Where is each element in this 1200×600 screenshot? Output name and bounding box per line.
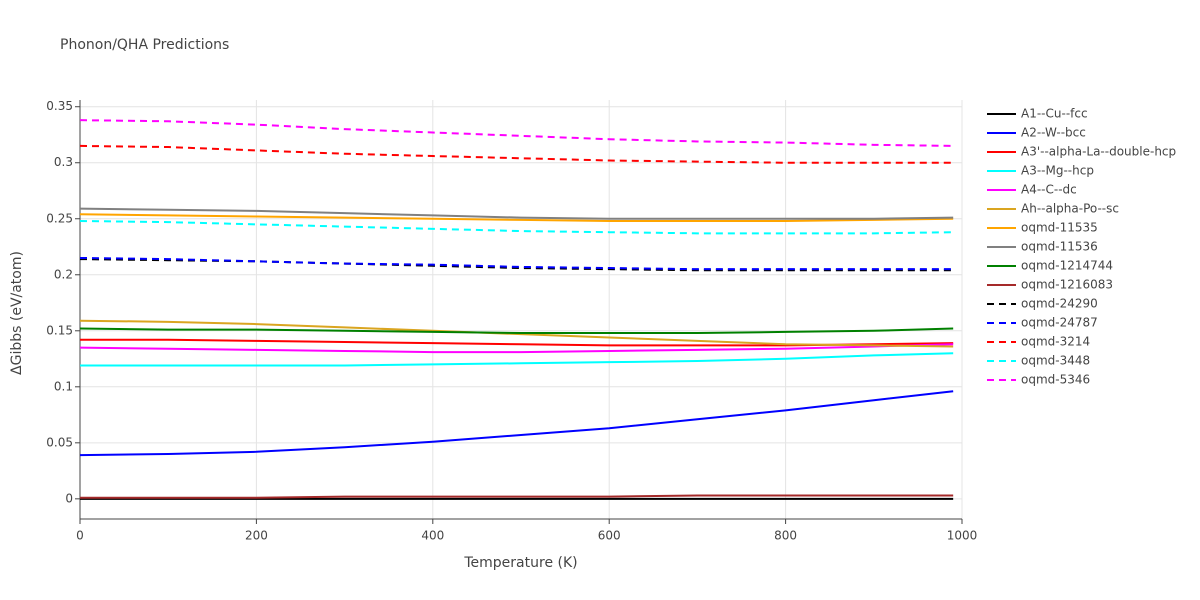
series-line bbox=[79, 258, 954, 272]
series-line bbox=[79, 144, 954, 164]
x-tick-label: 600 bbox=[598, 529, 621, 543]
legend-label: oqmd-1214744 bbox=[1021, 259, 1113, 273]
series-line bbox=[79, 219, 954, 235]
legend-label: A4--C--dc bbox=[1021, 183, 1077, 197]
legend-label: A2--W--bcc bbox=[1021, 126, 1086, 140]
series-line bbox=[79, 119, 954, 147]
series-line bbox=[80, 352, 954, 367]
legend-label: oqmd-24290 bbox=[1021, 297, 1098, 311]
legend-label: oqmd-3214 bbox=[1021, 335, 1090, 349]
x-tick-label: 800 bbox=[774, 529, 797, 543]
legend-label: oqmd-3448 bbox=[1021, 354, 1090, 368]
legend-label: oqmd-1216083 bbox=[1021, 278, 1113, 292]
x-tick-label: 1000 bbox=[947, 529, 978, 543]
y-tick-label: 0.15 bbox=[46, 323, 73, 337]
legend-label: oqmd-24787 bbox=[1021, 316, 1098, 330]
series-line bbox=[79, 319, 954, 348]
x-axis-label: Temperature (K) bbox=[463, 555, 577, 571]
legend-label: oqmd-11535 bbox=[1021, 221, 1098, 235]
y-axis-label: ΔGibbs (eV/atom) bbox=[9, 251, 25, 375]
legend-label: A3'--alpha-La--double-hcp bbox=[1021, 145, 1176, 159]
x-tick-label: 0 bbox=[76, 529, 84, 543]
chart-title: Phonon/QHA Predictions bbox=[60, 37, 229, 53]
series-line bbox=[79, 256, 954, 271]
series-line bbox=[79, 390, 954, 457]
series-line bbox=[79, 213, 954, 222]
y-tick-label: 0.2 bbox=[54, 267, 73, 281]
y-tick-label: 0.35 bbox=[46, 99, 73, 113]
y-tick-label: 0.25 bbox=[46, 211, 73, 225]
series-line bbox=[79, 343, 954, 354]
series-line bbox=[79, 207, 954, 220]
legend-label: oqmd-11536 bbox=[1021, 240, 1098, 254]
legend-label: A1--Cu--fcc bbox=[1021, 107, 1088, 121]
legend-label: Ah--alpha-Po--sc bbox=[1021, 202, 1119, 216]
y-tick-label: 0.1 bbox=[54, 379, 73, 393]
legend-label: A3--Mg--hcp bbox=[1021, 164, 1094, 178]
x-tick-label: 200 bbox=[245, 529, 268, 543]
y-tick-label: 0 bbox=[65, 491, 73, 505]
series-line bbox=[79, 327, 954, 335]
legend-label: oqmd-5346 bbox=[1021, 373, 1090, 387]
x-tick-label: 400 bbox=[421, 529, 444, 543]
series-line bbox=[80, 494, 954, 499]
y-tick-label: 0.3 bbox=[54, 155, 73, 169]
y-tick-label: 0.05 bbox=[46, 435, 73, 449]
